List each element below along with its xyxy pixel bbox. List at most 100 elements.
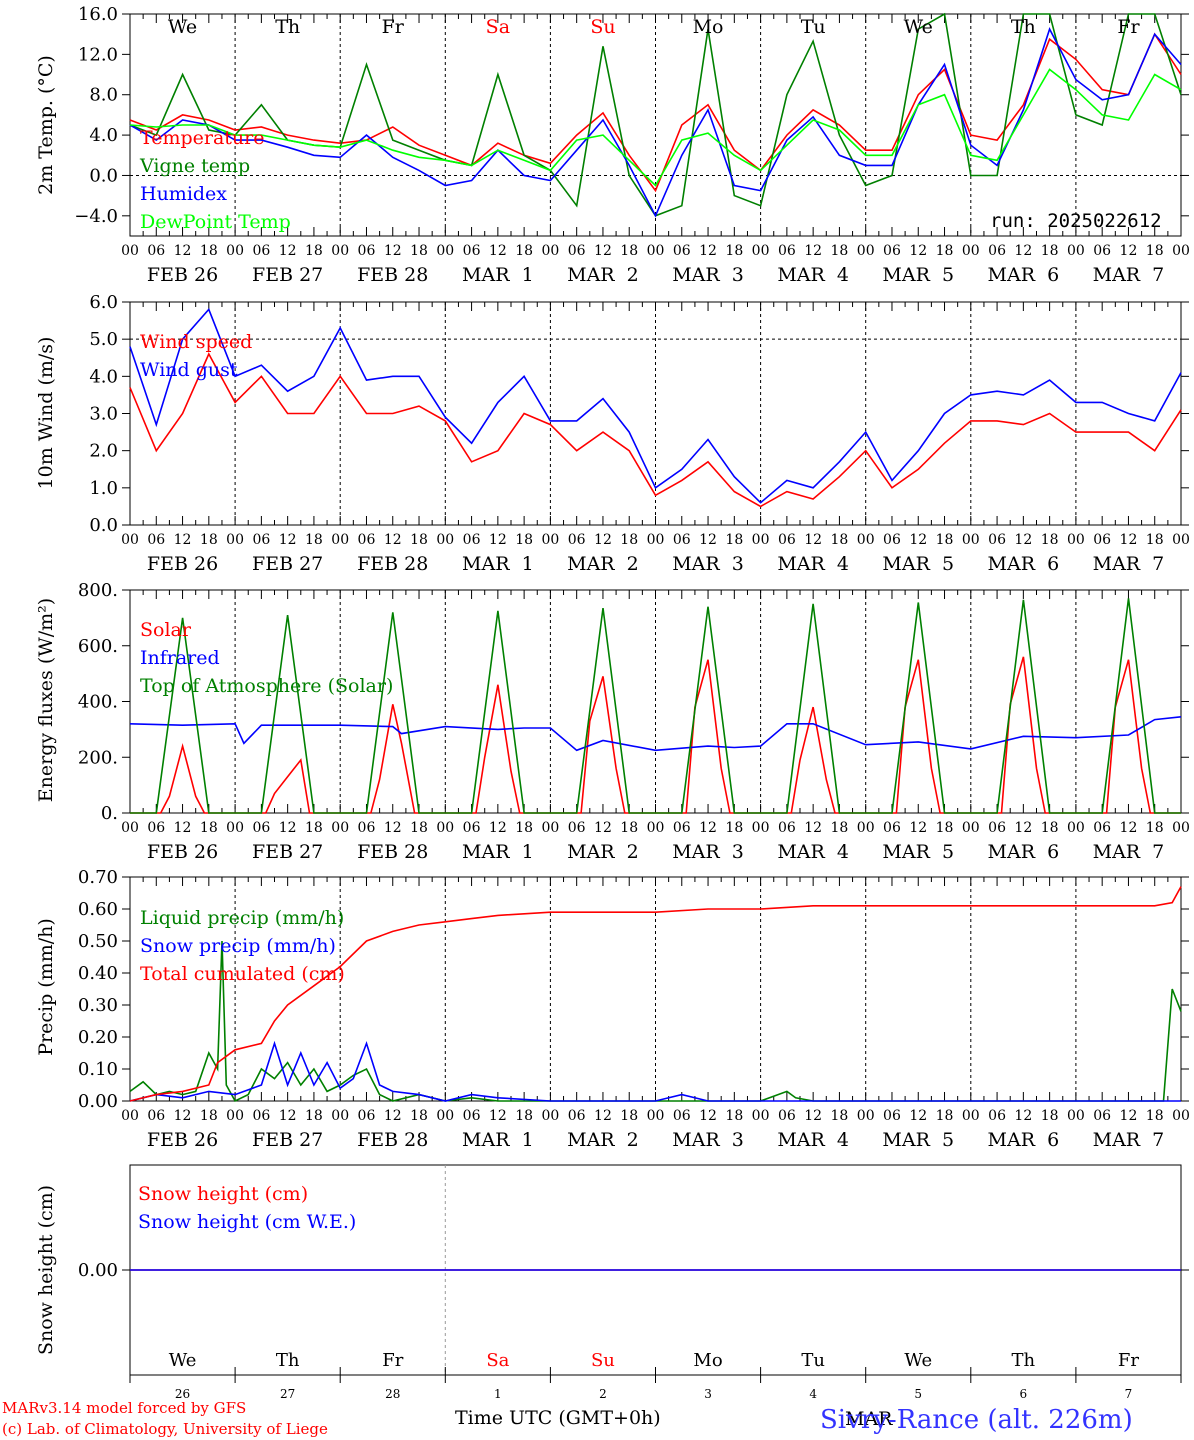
hour-tick-label: 18 xyxy=(305,243,323,259)
hour-tick-label: 06 xyxy=(463,532,481,548)
date-label: MAR 6 xyxy=(988,841,1060,863)
hour-tick-label: 12 xyxy=(1014,532,1032,548)
hour-tick-label: 12 xyxy=(804,820,822,836)
hour-tick-label: 18 xyxy=(200,1108,218,1124)
hour-tick-label: 12 xyxy=(174,1108,192,1124)
hour-tick-label: 00 xyxy=(647,820,665,836)
hour-tick-label: 00 xyxy=(331,532,349,548)
legend-entry: Snow precip (mm/h) xyxy=(140,935,336,957)
day-number: 2 xyxy=(599,1387,607,1401)
hour-tick-label: 00 xyxy=(1172,1108,1190,1124)
date-label: MAR 2 xyxy=(567,841,639,863)
y-tick-label: 0.30 xyxy=(78,995,118,1016)
day-name: Th xyxy=(275,16,300,38)
hour-tick-label: 18 xyxy=(200,243,218,259)
hour-tick-label: 00 xyxy=(331,820,349,836)
hour-tick-label: 00 xyxy=(752,243,770,259)
legend-entry: Total cumulated (cm) xyxy=(140,963,345,985)
date-label: MAR 4 xyxy=(777,264,849,286)
hour-tick-label: 18 xyxy=(831,532,849,548)
hour-tick-label: 12 xyxy=(489,532,507,548)
hour-tick-label: 18 xyxy=(1041,243,1059,259)
hour-tick-label: 12 xyxy=(489,243,507,259)
hour-tick-label: 00 xyxy=(1067,243,1085,259)
hour-tick-label: 06 xyxy=(147,1108,165,1124)
hour-tick-label: 06 xyxy=(673,1108,691,1124)
hour-tick-label: 12 xyxy=(699,820,717,836)
hour-tick-label: 00 xyxy=(436,532,454,548)
hour-tick-label: 12 xyxy=(699,243,717,259)
hour-tick-label: 18 xyxy=(410,243,428,259)
day-number: 28 xyxy=(385,1387,400,1401)
hour-tick-label: 18 xyxy=(725,820,743,836)
hour-tick-label: 00 xyxy=(857,532,875,548)
day-name: Mo xyxy=(693,1350,722,1371)
hour-tick-label: 18 xyxy=(1041,820,1059,836)
hour-tick-label: 12 xyxy=(909,820,927,836)
footer-month: MAR xyxy=(845,1408,893,1430)
date-label: MAR 6 xyxy=(988,264,1060,286)
hour-tick-label: 06 xyxy=(568,820,586,836)
y-tick-label: 0.0 xyxy=(89,165,118,186)
hour-tick-label: 18 xyxy=(620,820,638,836)
series-line-dewpoint-temp xyxy=(129,68,1182,187)
date-label: MAR 2 xyxy=(567,264,639,286)
y-tick-label: 0.10 xyxy=(78,1059,118,1080)
date-label: FEB 28 xyxy=(357,841,428,863)
y-axis-label: 2m Temp. (°C) xyxy=(35,55,57,195)
y-tick-label: −4.0 xyxy=(74,206,118,227)
hour-tick-label: 18 xyxy=(725,532,743,548)
hour-tick-label: 18 xyxy=(305,1108,323,1124)
hour-tick-label: 12 xyxy=(489,820,507,836)
hour-tick-label: 18 xyxy=(1146,820,1164,836)
y-tick-label: 4.0 xyxy=(89,125,118,146)
hour-tick-label: 12 xyxy=(1120,532,1138,548)
hour-tick-label: 12 xyxy=(1120,1108,1138,1124)
y-tick-label: 0.00 xyxy=(78,1091,118,1112)
hour-tick-label: 06 xyxy=(358,243,376,259)
hour-tick-label: 06 xyxy=(988,532,1006,548)
hour-tick-label: 00 xyxy=(647,532,665,548)
hour-tick-label: 06 xyxy=(568,243,586,259)
hour-tick-label: 12 xyxy=(384,532,402,548)
day-name: Th xyxy=(1012,1350,1036,1371)
hour-tick-label: 12 xyxy=(384,243,402,259)
hour-tick-label: 06 xyxy=(358,820,376,836)
hour-tick-label: 00 xyxy=(1172,532,1190,548)
hour-tick-label: 06 xyxy=(568,1108,586,1124)
day-name: Fr xyxy=(382,16,405,38)
day-number: 1 xyxy=(494,1387,502,1401)
date-label: MAR 4 xyxy=(777,1129,849,1151)
hour-tick-label: 18 xyxy=(936,532,954,548)
day-name: Su xyxy=(590,16,615,38)
hour-tick-label: 00 xyxy=(962,820,980,836)
hour-tick-label: 18 xyxy=(1146,532,1164,548)
hour-tick-label: 06 xyxy=(673,532,691,548)
hour-tick-label: 06 xyxy=(463,243,481,259)
y-tick-label: 400. xyxy=(78,692,118,713)
panel-precip xyxy=(122,876,1189,1103)
hour-tick-label: 00 xyxy=(1067,532,1085,548)
hour-tick-label: 06 xyxy=(358,1108,376,1124)
date-label: MAR 3 xyxy=(672,1129,744,1151)
hour-tick-label: 00 xyxy=(647,1108,665,1124)
hour-tick-label: 00 xyxy=(226,243,244,259)
date-label: MAR 1 xyxy=(462,553,534,575)
y-axis-label: 10m Wind (m/s) xyxy=(35,337,57,490)
station-name: Sivry-Rance (alt. 226m) xyxy=(820,1405,1133,1435)
y-tick-label: 0.0 xyxy=(89,515,118,536)
hour-tick-label: 06 xyxy=(1093,532,1111,548)
hour-tick-label: 12 xyxy=(279,820,297,836)
date-label: MAR 7 xyxy=(1093,553,1165,575)
legend-entry: Snow height (cm W.E.) xyxy=(138,1211,356,1233)
date-label: MAR 7 xyxy=(1093,841,1165,863)
hour-tick-label: 00 xyxy=(857,820,875,836)
hour-tick-label: 12 xyxy=(384,1108,402,1124)
day-name: We xyxy=(904,16,933,38)
date-label: FEB 27 xyxy=(252,553,323,575)
y-tick-label: 200. xyxy=(78,747,118,768)
y-tick-label: 600. xyxy=(78,636,118,657)
hour-tick-label: 12 xyxy=(279,243,297,259)
hour-tick-label: 12 xyxy=(279,532,297,548)
hour-tick-label: 18 xyxy=(515,820,533,836)
